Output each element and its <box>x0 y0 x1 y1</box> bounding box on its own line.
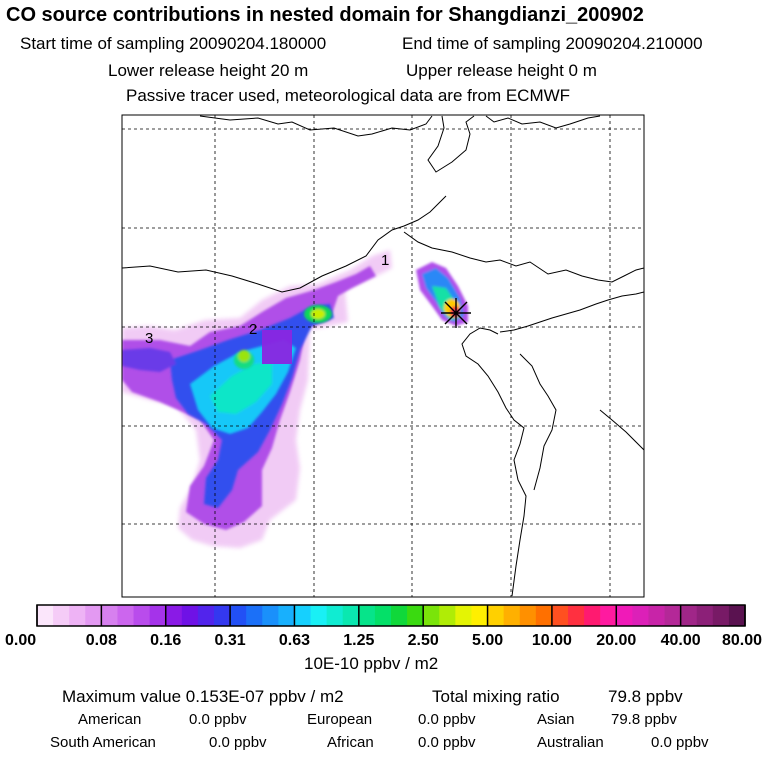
colorbar: 0.00 0.08 0.16 0.31 0.63 1.25 2.50 5.00 10.00 20.… <box>5 604 762 649</box>
marker-2: 2 <box>249 321 257 338</box>
colorbar-cell <box>712 605 730 626</box>
region-value-european: 0.0 ppbv <box>418 711 476 728</box>
map-figure: 1 2 3 <box>121 114 645 598</box>
region-value-asian: 79.8 ppbv <box>611 711 677 728</box>
region-value-australian: 0.0 ppbv <box>651 734 709 751</box>
colorbar-cell <box>584 605 601 626</box>
marker-3: 3 <box>145 330 153 347</box>
colorbar-cell <box>551 605 569 626</box>
colorbar-frame <box>36 604 746 627</box>
colorbar-cell <box>278 605 296 626</box>
region-name-south-american: South American <box>50 734 156 751</box>
colorbar-cell <box>197 605 215 626</box>
graticule <box>122 115 644 597</box>
colorbar-cell <box>503 605 521 626</box>
colorbar-cell <box>600 605 617 626</box>
max-value-label: Maximum value 0.153E-07 ppbv / m2 <box>62 687 344 706</box>
colorbar-tick-label: 20.00 <box>596 632 636 649</box>
region-name-european: European <box>307 711 373 728</box>
upper-height-label: Upper release height 0 m <box>406 61 597 80</box>
colorbar-cell <box>342 605 360 626</box>
colorbar-cell <box>181 605 199 626</box>
colorbar-cell <box>391 605 408 626</box>
colorbar-tick-label: 80.00 <box>722 632 762 649</box>
colorbar-cell <box>358 605 376 626</box>
region-name-asian: Asian <box>537 711 575 728</box>
region-name-african: African <box>327 734 374 751</box>
colorbar-cell <box>165 605 183 626</box>
marker-1: 1 <box>381 252 389 269</box>
region-name-australian: Australian <box>537 734 604 751</box>
map-title: CO source contributions in nested domain… <box>6 4 644 26</box>
colorbar-tick-label: 5.00 <box>472 632 503 649</box>
colorbar-cell <box>728 605 746 626</box>
colorbar-cell <box>85 605 102 626</box>
tracer-note: Passive tracer used, meteorological data… <box>126 86 571 105</box>
colorbar-cell <box>535 605 553 626</box>
region-value-american: 0.0 ppbv <box>189 711 247 728</box>
colorbar-tick-label: 0.16 <box>150 632 181 649</box>
colorbar-cell <box>487 605 505 626</box>
region-value-south-american: 0.0 ppbv <box>209 734 267 751</box>
colorbar-cell <box>262 605 279 626</box>
colorbar-tick-label: 2.50 <box>408 632 439 649</box>
colorbar-cell <box>101 605 119 626</box>
colorbar-cell <box>374 605 392 626</box>
end-time-label: End time of sampling 20090204.210000 <box>402 34 703 53</box>
colorbar-tick-label: 0.08 <box>86 632 117 649</box>
colorbar-cell <box>616 605 633 626</box>
colorbar-cell <box>133 605 151 626</box>
colorbar-cell <box>37 605 54 626</box>
region-value-african: 0.0 ppbv <box>418 734 476 751</box>
region-name-american: American <box>78 711 142 728</box>
colorbar-cell <box>471 605 489 626</box>
colorbar-tick-label: 0.31 <box>215 632 246 649</box>
total-mixing-label: Total mixing ratio <box>432 687 560 706</box>
colorbar-cell <box>568 605 585 626</box>
colorbar-tick-label: 1.25 <box>343 632 374 649</box>
lower-height-label: Lower release height 20 m <box>108 61 309 80</box>
coastlines <box>122 115 644 597</box>
colorbar-cell <box>294 605 312 626</box>
colorbar-cell <box>53 605 70 626</box>
colorbar-cell <box>696 605 714 626</box>
plume-layer <box>122 250 468 548</box>
colorbar-tick-label: 40.00 <box>661 632 701 649</box>
colorbar-tick-label: 0.63 <box>279 632 310 649</box>
colorbar-cell <box>519 605 537 626</box>
total-mixing-value: 79.8 ppbv <box>608 687 683 706</box>
colorbar-cells <box>37 605 746 626</box>
colorbar-cell <box>632 605 650 626</box>
colorbar-tick-label: 10.00 <box>532 632 572 649</box>
colorbar-cell <box>117 605 135 626</box>
colorbar-cell <box>326 605 344 626</box>
colorbar-cell <box>648 605 666 626</box>
colorbar-cell <box>455 605 473 626</box>
colorbar-cell <box>69 605 86 626</box>
colorbar-cell <box>230 605 247 626</box>
map-frame <box>121 114 645 598</box>
colorbar-cell <box>214 605 231 626</box>
colorbar-cell <box>310 605 328 626</box>
colorbar-tick-label: 0.00 <box>5 632 36 649</box>
colorbar-cell <box>246 605 263 626</box>
colorbar-cell <box>149 605 167 626</box>
colorbar-cell <box>680 605 698 626</box>
start-time-label: Start time of sampling 20090204.180000 <box>20 34 327 53</box>
colorbar-unit: 10E-10 ppbv / m2 <box>304 654 439 673</box>
receptor-star-marker <box>441 298 471 328</box>
colorbar-cell <box>407 605 424 626</box>
colorbar-cell <box>439 605 456 626</box>
colorbar-cell <box>423 605 440 626</box>
colorbar-cell <box>664 605 682 626</box>
